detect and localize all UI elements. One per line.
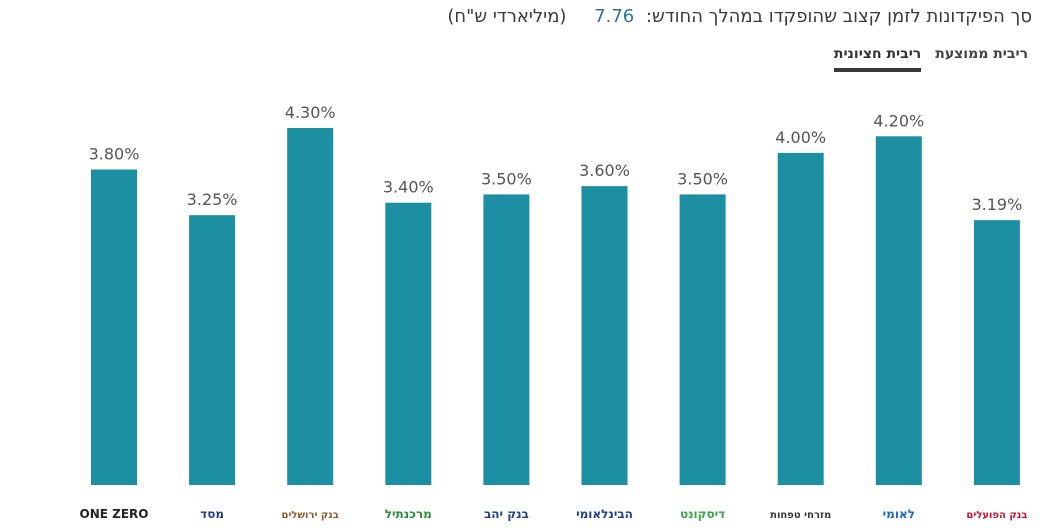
bar-value-label-3: 3.40%: [383, 178, 434, 197]
bar-4: [483, 194, 530, 485]
bank-hapoalim-logo: בנק הפועלים: [966, 510, 1027, 521]
mizrahi-tefahot-logo: מזרחי טפחות: [770, 510, 831, 521]
category-label-4: בנק יהב: [484, 507, 529, 521]
rate-tabs: ריבית ממוצעת ריבית חציונית: [833, 46, 1028, 72]
bar-8: [875, 136, 922, 486]
bar-0: [91, 169, 137, 485]
bar-3: [385, 202, 432, 485]
bar-value-label-1: 3.25%: [187, 190, 238, 209]
bar-value-label-2: 4.30%: [285, 103, 336, 122]
bar-5: [581, 186, 628, 485]
category-label-6: דיסקונט: [680, 507, 725, 521]
bar-7: [777, 152, 824, 485]
discount-logo: דיסקונט: [680, 507, 725, 521]
tab-average-rate[interactable]: ריבית ממוצעת: [935, 46, 1028, 62]
mercantile-logo: מרכנתיל: [385, 507, 432, 521]
category-label-7: מזרחי טפחות: [770, 510, 831, 521]
first-international-logo: הבינלאומי: [576, 507, 633, 521]
bar-value-label-6: 3.50%: [677, 169, 728, 188]
bar-6: [679, 194, 726, 485]
category-label-8: לאומי: [883, 507, 915, 521]
one-zero-logo: ONE ZERO: [80, 507, 149, 521]
category-label-9: בנק הפועלים: [966, 510, 1027, 521]
bar-value-label-9: 3.19%: [971, 195, 1022, 214]
category-label-3: מרכנתיל: [385, 507, 432, 521]
units-label: (מיליארדי ש"ח): [447, 6, 567, 27]
tab-median-rate[interactable]: ריבית חציונית: [833, 46, 922, 72]
header-title: סך הפיקדונות לזמן קצוב שהופקדו במהלך החו…: [645, 6, 1032, 27]
bar-value-label-0: 3.80%: [89, 145, 140, 164]
bar-9: [973, 220, 1020, 485]
category-label-0: ONE ZERO: [80, 507, 149, 521]
bar-1: [189, 215, 236, 485]
category-label-1: מסד: [200, 507, 224, 521]
leumi-logo: לאומי: [883, 507, 915, 521]
chart-header: סך הפיקדונות לזמן קצוב שהופקדו במהלך החו…: [447, 6, 1032, 27]
bar-value-label-8: 4.20%: [873, 111, 924, 130]
category-label-5: הבינלאומי: [576, 507, 633, 521]
bar-value-label-5: 3.60%: [579, 161, 630, 180]
bar-value-label-4: 3.50%: [481, 169, 532, 188]
deposit-sum-value: 7.76: [594, 6, 635, 27]
bank-yahav-logo: בנק יהב: [484, 507, 529, 521]
bar-value-label-7: 4.00%: [775, 128, 826, 147]
bar-2: [287, 128, 334, 485]
masad-logo: מסד: [200, 507, 224, 521]
bank-jerusalem-logo: בנק ירושלים: [281, 510, 338, 521]
category-label-2: בנק ירושלים: [281, 510, 338, 521]
